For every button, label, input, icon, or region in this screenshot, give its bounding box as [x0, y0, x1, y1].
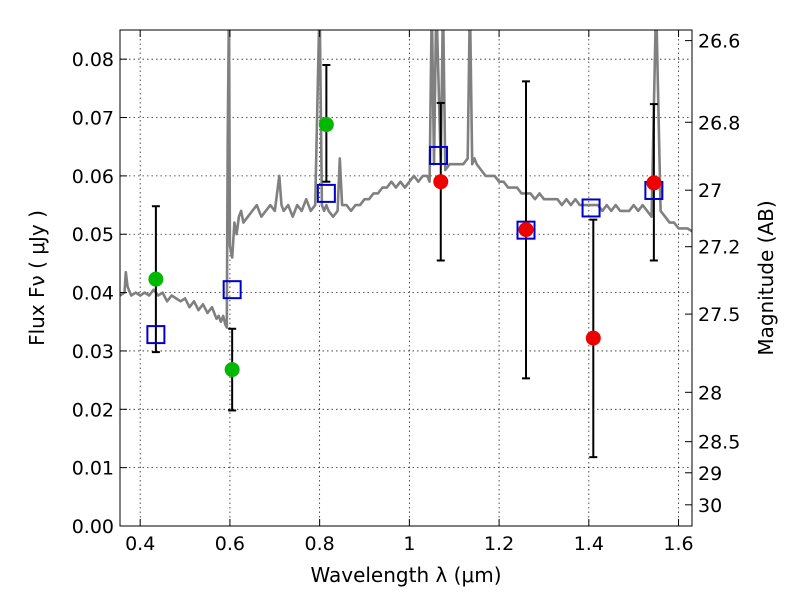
y-tick-label: 0.03	[72, 341, 114, 363]
y-tick-label: 0.00	[72, 516, 114, 538]
red-point	[518, 222, 534, 238]
red-point	[585, 330, 601, 346]
green-point	[224, 362, 240, 378]
red-point	[646, 175, 662, 191]
y-axis-label: Flux Fν ( μJy )	[25, 210, 49, 346]
y-tick-label: 0.08	[72, 49, 114, 71]
y-tick-label: 0.05	[72, 224, 114, 246]
x-axis-label: Wavelength λ (μm)	[310, 563, 501, 587]
green-point	[148, 271, 164, 287]
y-tick-label: 0.07	[72, 108, 114, 130]
right-tick-label: 29	[698, 463, 722, 485]
axes-ticks: 0.4 0.6 0.8 1 1.2 1.4 1.6 0.00 0.01 0.02 0.03 0.04 0…	[72, 30, 740, 555]
right-tick-label: 26.8	[698, 112, 740, 134]
x-tick-label: 0.4	[125, 533, 155, 555]
model-square-marker	[146, 325, 166, 345]
y-axis-right-label: Magnitude (AB)	[754, 200, 778, 355]
y-tick-label: 0.06	[72, 166, 114, 188]
model-square-marker	[581, 198, 601, 218]
x-tick-label: 1.4	[574, 533, 604, 555]
right-tick-label: 30	[698, 495, 722, 517]
right-tick-label: 26.6	[698, 31, 740, 53]
grid	[120, 30, 692, 527]
plot-area	[120, 30, 692, 459]
model-square-marker	[222, 280, 242, 300]
right-tick-label: 27.2	[698, 237, 740, 259]
green-point	[318, 117, 334, 133]
x-tick-label: 1.2	[484, 533, 514, 555]
right-tick-label: 28.5	[698, 432, 740, 454]
x-tick-label: 1	[403, 533, 415, 555]
right-tick-label: 27.5	[698, 304, 740, 326]
y-tick-label: 0.02	[72, 399, 114, 421]
spectrum-line	[120, 30, 692, 329]
right-tick-label: 28	[698, 382, 722, 404]
red-point	[433, 174, 449, 190]
model-square-marker	[429, 145, 449, 165]
x-tick-label: 0.8	[305, 533, 335, 555]
x-tick-label: 0.6	[215, 533, 245, 555]
right-tick-label: 27	[698, 180, 722, 202]
y-tick-label: 0.04	[72, 283, 114, 305]
model-square-marker	[516, 220, 536, 240]
x-tick-label: 1.6	[663, 533, 693, 555]
y-tick-label: 0.01	[72, 458, 114, 480]
plot-frame	[119, 29, 693, 527]
model-square-marker	[316, 183, 336, 203]
